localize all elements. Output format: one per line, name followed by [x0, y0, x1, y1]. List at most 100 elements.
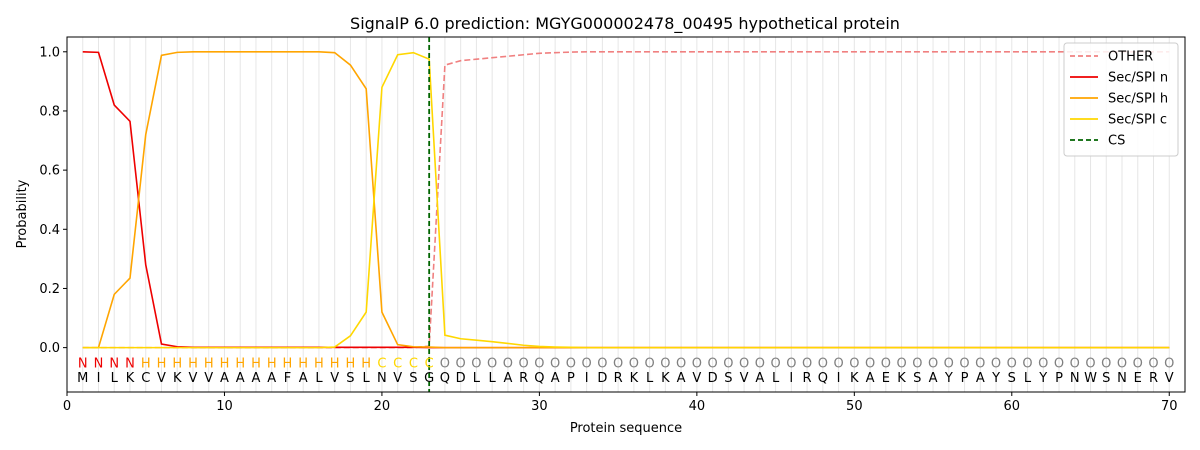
residue-label: K — [126, 371, 135, 386]
residue-label: L — [646, 371, 654, 386]
region-label: O — [739, 356, 749, 371]
residue-label: S — [913, 371, 921, 386]
region-label: H — [298, 356, 308, 371]
region-label: O — [613, 356, 623, 371]
residue-label: K — [897, 371, 906, 386]
region-label: H — [251, 356, 261, 371]
residue-label: L — [473, 371, 481, 386]
region-label: N — [125, 356, 135, 371]
x-axis-label: Protein sequence — [570, 421, 682, 436]
residue-label: I — [789, 371, 793, 386]
residue-label: A — [866, 371, 875, 386]
x-tick-label: 0 — [63, 399, 71, 414]
x-tick-label: 60 — [1004, 399, 1021, 414]
residue-label: Q — [440, 371, 450, 386]
residue-label: S — [1008, 371, 1016, 386]
region-label: C — [377, 356, 386, 371]
residue-label: W — [1084, 371, 1097, 386]
residue-label: P — [961, 371, 969, 386]
residue-label: A — [503, 371, 512, 386]
region-label: O — [519, 356, 529, 371]
region-label: N — [78, 356, 88, 371]
residue-label: R — [519, 371, 528, 386]
y-tick-label: 0.8 — [39, 104, 60, 119]
residue-label: V — [692, 371, 701, 386]
region-label: H — [172, 356, 182, 371]
region-label: O — [1164, 356, 1174, 371]
region-label: O — [1101, 356, 1111, 371]
region-label: H — [204, 356, 214, 371]
region-label: O — [456, 356, 466, 371]
region-label: O — [865, 356, 875, 371]
region-label: O — [1038, 356, 1048, 371]
region-label: H — [346, 356, 356, 371]
region-label: H — [220, 356, 230, 371]
residue-label: N — [1070, 371, 1080, 386]
y-tick-label: 0.6 — [39, 164, 60, 179]
region-label: O — [440, 356, 450, 371]
residue-label: L — [363, 371, 371, 386]
region-label: O — [833, 356, 843, 371]
region-label: O — [818, 356, 828, 371]
region-label: H — [141, 356, 151, 371]
region-label: C — [425, 356, 434, 371]
residue-label: N — [377, 371, 387, 386]
region-label: O — [660, 356, 670, 371]
residue-label: L — [772, 371, 780, 386]
region-label: H — [157, 356, 167, 371]
residue-label: S — [724, 371, 732, 386]
region-label: O — [1085, 356, 1095, 371]
legend-label: Sec/SPI n — [1108, 71, 1168, 86]
residue-label: Y — [991, 371, 1000, 386]
region-label: O — [991, 356, 1001, 371]
residue-label: L — [315, 371, 323, 386]
residue-label: A — [551, 371, 560, 386]
residue-label: Y — [944, 371, 953, 386]
residue-label: C — [141, 371, 150, 386]
region-label: N — [94, 356, 104, 371]
chart-title: SignalP 6.0 prediction: MGYG000002478_00… — [350, 14, 900, 34]
region-label: O — [550, 356, 560, 371]
region-label: O — [802, 356, 812, 371]
region-label: O — [770, 356, 780, 371]
x-tick-label: 50 — [846, 399, 863, 414]
region-label: H — [361, 356, 371, 371]
residue-label: P — [567, 371, 575, 386]
residue-label: P — [1055, 371, 1063, 386]
y-tick-label: 0.4 — [39, 223, 60, 238]
residue-label: L — [1024, 371, 1032, 386]
region-label: H — [283, 356, 293, 371]
region-label: H — [314, 356, 324, 371]
x-tick-label: 40 — [689, 399, 706, 414]
y-tick-label: 0.0 — [39, 341, 60, 356]
residue-label: A — [976, 371, 985, 386]
series-layer — [82, 37, 1170, 392]
residue-label: N — [1117, 371, 1127, 386]
region-label: O — [896, 356, 906, 371]
region-label: O — [503, 356, 513, 371]
residue-label: A — [236, 371, 245, 386]
region-label: O — [629, 356, 639, 371]
residue-label: K — [661, 371, 670, 386]
residue-label: A — [220, 371, 229, 386]
residue-label: L — [489, 371, 497, 386]
residue-label: I — [585, 371, 589, 386]
region-label: O — [471, 356, 481, 371]
legend-label: Sec/SPI c — [1108, 113, 1167, 128]
region-label: O — [692, 356, 702, 371]
region-label: C — [409, 356, 418, 371]
residue-label: S — [409, 371, 417, 386]
residue-label: S — [346, 371, 354, 386]
region-label: H — [188, 356, 198, 371]
residue-label: D — [708, 371, 718, 386]
residue-label: Q — [818, 371, 828, 386]
region-label: O — [959, 356, 969, 371]
region-label: O — [928, 356, 938, 371]
residue-label: R — [803, 371, 812, 386]
residue-label: V — [393, 371, 402, 386]
residue-label: Q — [534, 371, 544, 386]
residue-label: D — [597, 371, 607, 386]
region-label: O — [676, 356, 686, 371]
legend-label: Sec/SPI h — [1108, 92, 1168, 107]
